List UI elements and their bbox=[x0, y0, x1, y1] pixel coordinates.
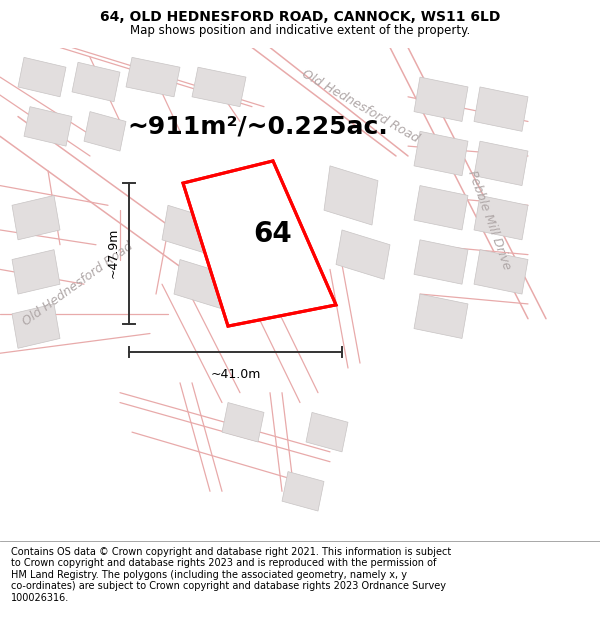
Polygon shape bbox=[414, 131, 468, 176]
Text: Old Hednesford Road: Old Hednesford Road bbox=[299, 68, 421, 146]
Polygon shape bbox=[12, 304, 60, 348]
Polygon shape bbox=[183, 161, 336, 326]
Polygon shape bbox=[474, 196, 528, 240]
Polygon shape bbox=[12, 196, 60, 240]
Polygon shape bbox=[474, 87, 528, 131]
Polygon shape bbox=[222, 402, 264, 442]
Polygon shape bbox=[414, 186, 468, 230]
Polygon shape bbox=[192, 68, 246, 107]
Text: 64, OLD HEDNESFORD ROAD, CANNOCK, WS11 6LD: 64, OLD HEDNESFORD ROAD, CANNOCK, WS11 6… bbox=[100, 11, 500, 24]
Text: Map shows position and indicative extent of the property.: Map shows position and indicative extent… bbox=[130, 24, 470, 37]
Polygon shape bbox=[474, 141, 528, 186]
Polygon shape bbox=[414, 240, 468, 284]
Text: 64: 64 bbox=[254, 220, 292, 248]
Text: ~911m²/~0.225ac.: ~911m²/~0.225ac. bbox=[128, 114, 388, 138]
Text: Contains OS data © Crown copyright and database right 2021. This information is : Contains OS data © Crown copyright and d… bbox=[11, 546, 451, 603]
Text: Pebble Mill Drive: Pebble Mill Drive bbox=[465, 169, 513, 272]
Polygon shape bbox=[174, 259, 228, 309]
Text: ~41.0m: ~41.0m bbox=[211, 368, 260, 381]
Polygon shape bbox=[12, 249, 60, 294]
Polygon shape bbox=[162, 205, 216, 254]
Polygon shape bbox=[324, 166, 378, 225]
Polygon shape bbox=[414, 77, 468, 121]
Polygon shape bbox=[183, 161, 336, 326]
Polygon shape bbox=[474, 249, 528, 294]
Polygon shape bbox=[126, 58, 180, 97]
Text: Old Hednesford Road: Old Hednesford Road bbox=[20, 240, 136, 329]
Polygon shape bbox=[282, 472, 324, 511]
Polygon shape bbox=[72, 62, 120, 102]
Polygon shape bbox=[336, 230, 390, 279]
Polygon shape bbox=[306, 412, 348, 452]
Polygon shape bbox=[84, 112, 126, 151]
Polygon shape bbox=[18, 58, 66, 97]
Text: ~47.9m: ~47.9m bbox=[107, 228, 120, 278]
Polygon shape bbox=[414, 294, 468, 339]
Polygon shape bbox=[24, 107, 72, 146]
